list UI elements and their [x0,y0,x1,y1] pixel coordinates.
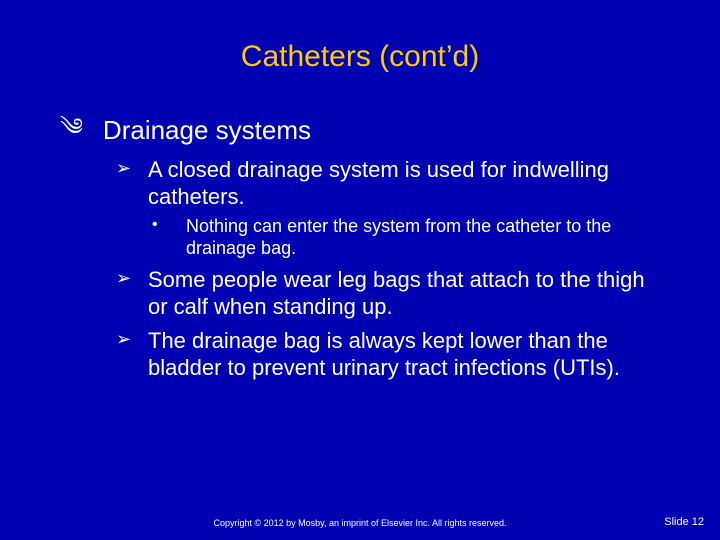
arrow-icon: ➢ [116,156,132,181]
arrow-icon: ➢ [116,266,132,291]
bullet-level3-text: Nothing can enter the system from the ca… [186,215,670,260]
slide: Catheters (cont’d) ༄ Drainage systems ➢ … [0,0,720,540]
bullet-level2-text: The drainage bag is always kept lower th… [148,327,670,382]
arrow-icon: ➢ [116,327,132,352]
bullet-level2: ➢ A closed drainage system is used for i… [116,156,670,211]
slide-title: Catheters (cont’d) [50,40,670,74]
bullet-level2: ➢ The drainage bag is always kept lower … [116,327,670,382]
bullet-level2: ➢ Some people wear leg bags that attach … [116,266,670,321]
scribble-icon: ༄ [60,114,83,143]
copyright-text: Copyright © 2012 by Mosby, an imprint of… [213,518,506,528]
bullet-level3-group: • Nothing can enter the system from the … [116,215,670,260]
bullet-level1: ༄ Drainage systems [60,114,670,148]
bullet-level2-text: A closed drainage system is used for ind… [148,156,670,211]
bullet-level3: • Nothing can enter the system from the … [152,215,670,260]
footer: Copyright © 2012 by Mosby, an imprint of… [0,518,720,528]
bullet-level1-text: Drainage systems [103,114,311,148]
content-area: ༄ Drainage systems ➢ A closed drainage s… [50,114,670,382]
dot-icon: • [152,215,162,236]
slide-number: Slide 12 [664,516,704,528]
bullet-level2-text: Some people wear leg bags that attach to… [148,266,670,321]
bullet-level2-group: ➢ A closed drainage system is used for i… [60,156,670,382]
